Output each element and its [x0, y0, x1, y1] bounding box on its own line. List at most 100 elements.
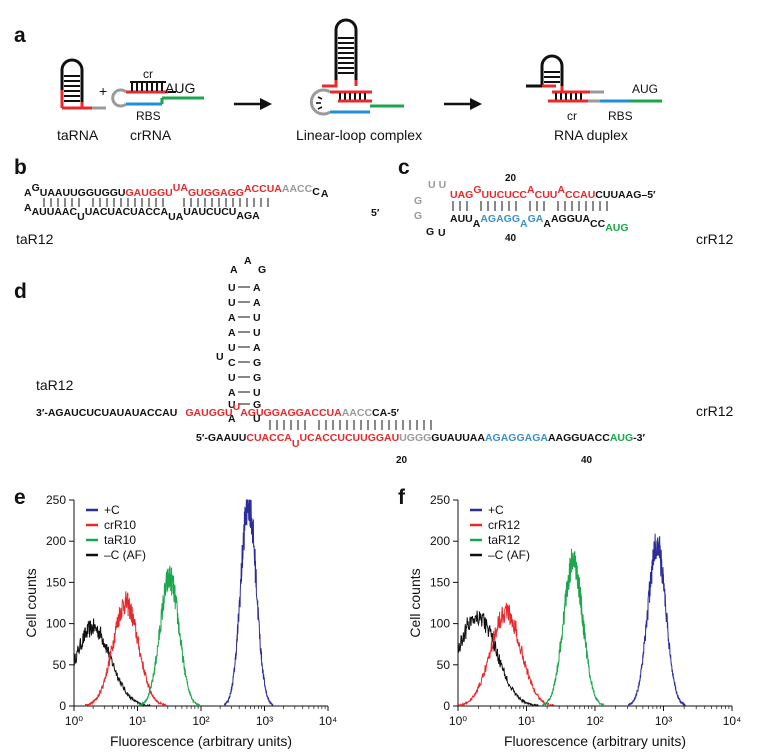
d-bot-gray: UGGG — [399, 432, 431, 444]
svg-text:AGUAAUUGGUGGUGAUGGUUAGUGGAGGAC: AGUAAUUGGUGGUGAUGGUUAGUGGAGGACCUAAACCCA — [24, 182, 329, 200]
duplex-label: RNA duplex — [554, 127, 628, 143]
svg-text:A: A — [253, 342, 261, 354]
x-tick-label: 10² — [192, 714, 209, 728]
panel-c-n40: 40 — [505, 233, 517, 244]
y-tick-label: 150 — [430, 575, 450, 589]
y-tick-label: 250 — [430, 493, 450, 507]
y-tick-label: 150 — [46, 575, 66, 589]
panel-d-n20: 20 — [396, 455, 408, 466]
d-bot-end: -3′ — [633, 432, 645, 444]
svg-text:U: U — [228, 342, 236, 354]
series-line-tar12 — [542, 548, 605, 708]
y-tick-label: 200 — [46, 534, 66, 548]
x-tick-label: 10¹ — [129, 714, 146, 728]
svg-text:A: A — [253, 297, 261, 309]
y-tick-label: 250 — [46, 493, 66, 507]
d-top-black: 3′-AGAUCUCUAUAUACCAU — [36, 407, 177, 419]
panel-d-label: d — [14, 280, 27, 303]
svg-text:U: U — [253, 413, 261, 425]
y-tick-label: 100 — [430, 617, 450, 631]
d-bot-red: CUACCA — [246, 432, 292, 444]
svg-text:G: G — [253, 357, 261, 369]
aug-label: AUG — [165, 80, 195, 96]
panel-b-sequence: AGUAAUUGGUGGUGAUGGUUAGUGGAGGACCUAAACCCA … — [24, 182, 380, 223]
rna-duplex-icon — [526, 54, 662, 103]
svg-text:U: U — [253, 312, 261, 324]
y-tick-label: 50 — [437, 658, 451, 672]
d-bot-black3: AAGGUACC — [548, 432, 610, 444]
x-tick-label: 10² — [586, 714, 603, 728]
x-tick-label: 10⁰ — [449, 714, 467, 728]
svg-text:G: G — [414, 210, 422, 222]
legend-entry: +C — [488, 503, 504, 517]
y-tick-label: 0 — [443, 699, 450, 713]
svg-text:UAGGUUCUCCACUUACCAUCUUAAG–5′: UAGGUUCUCCACUUACCAUCUUAAG–5′ — [450, 184, 656, 201]
svg-text:U: U — [253, 327, 261, 339]
panel-d-taname: taR12 — [36, 377, 74, 393]
legend-entry: –C (AF) — [488, 548, 530, 562]
plus-sign: + — [99, 83, 107, 99]
panel-f-label: f — [398, 486, 406, 509]
svg-text:U: U — [228, 399, 236, 411]
svg-text:A: A — [228, 327, 236, 339]
duplex-rbs-label: RBS — [608, 109, 633, 123]
y-tick-label: 0 — [59, 699, 66, 713]
svg-text:U: U — [216, 351, 224, 363]
duplex-cr-label: cr — [567, 109, 577, 123]
panel-d-n40: 40 — [581, 455, 593, 466]
svg-text:AAUUAACUUACUACUACCAUAUAUCUCUAG: AAUUAACUUACUACUACCAUAUAUCUCUAGA — [24, 202, 260, 223]
panel-c-name: crR12 — [696, 231, 734, 247]
svg-text:A: A — [228, 413, 236, 425]
d-top-end: CA-5′ — [372, 407, 400, 419]
crrna-icon — [111, 81, 204, 108]
d-bot-black2: GUAUUAA — [431, 432, 485, 444]
y-axis-label: Cell counts — [23, 568, 39, 637]
svg-text:5′-GAAUUCUACCAUUCACCUCUUGGAUUG: 5′-GAAUUCUACCAUUCACCUCUUGGAUUGGGGUAUUAAA… — [196, 432, 645, 450]
svg-text:U: U — [253, 387, 261, 399]
panel-c-label: c — [398, 156, 410, 179]
series-line-c — [223, 499, 274, 708]
series-line-crr12 — [457, 602, 555, 707]
complex-label: Linear-loop complex — [296, 127, 422, 143]
legend-entry: crR10 — [104, 518, 136, 532]
x-tick-label: 10⁴ — [723, 714, 742, 728]
series-line-c — [627, 533, 686, 707]
legend-entry: –C (AF) — [104, 548, 146, 562]
histogram-f: 0 50 100 150 200 250 10⁰ 10¹ 10² 10³ 10⁴ Fluorescen… — [407, 493, 741, 749]
tarna-label: taRNA — [57, 127, 99, 143]
svg-text:A: A — [230, 264, 238, 276]
svg-text:U: U — [228, 297, 236, 309]
panel-a-label: a — [14, 24, 26, 47]
svg-text:A: A — [228, 387, 236, 399]
panel-c-n20: 20 — [505, 173, 517, 184]
svg-text:A: A — [228, 312, 236, 324]
x-axis-label: Fluorescence (arbitrary units) — [504, 733, 686, 749]
rbs-label: RBS — [136, 109, 161, 123]
duplex-aug-label: AUG — [632, 82, 658, 96]
svg-text:U: U — [228, 372, 236, 384]
svg-text:G: G — [253, 399, 261, 411]
d-top-red: GAUGGU — [185, 407, 232, 419]
d-top-red-bulge: U — [233, 401, 241, 413]
series-line-crr10 — [84, 591, 167, 708]
svg-text:UU: UU — [428, 179, 446, 191]
series-line-caf — [457, 610, 539, 707]
y-tick-label: 100 — [46, 617, 66, 631]
y-axis-label: Cell counts — [407, 568, 423, 637]
svg-text:U: U — [438, 227, 446, 239]
legend-entry: taR12 — [488, 533, 520, 547]
d-bot-black: 5′-GAAUU — [196, 432, 246, 444]
d-bot-blue: AGAGGAGA — [485, 432, 548, 444]
svg-text:C: C — [228, 357, 236, 369]
svg-text:G: G — [258, 264, 266, 276]
arrow-icon — [444, 98, 482, 110]
svg-text:A: A — [253, 282, 261, 294]
panel-b-label: b — [14, 156, 27, 179]
cr-label: cr — [143, 67, 153, 81]
x-tick-label: 10⁰ — [65, 714, 83, 728]
d-bot-red-bulge: U — [292, 438, 300, 450]
